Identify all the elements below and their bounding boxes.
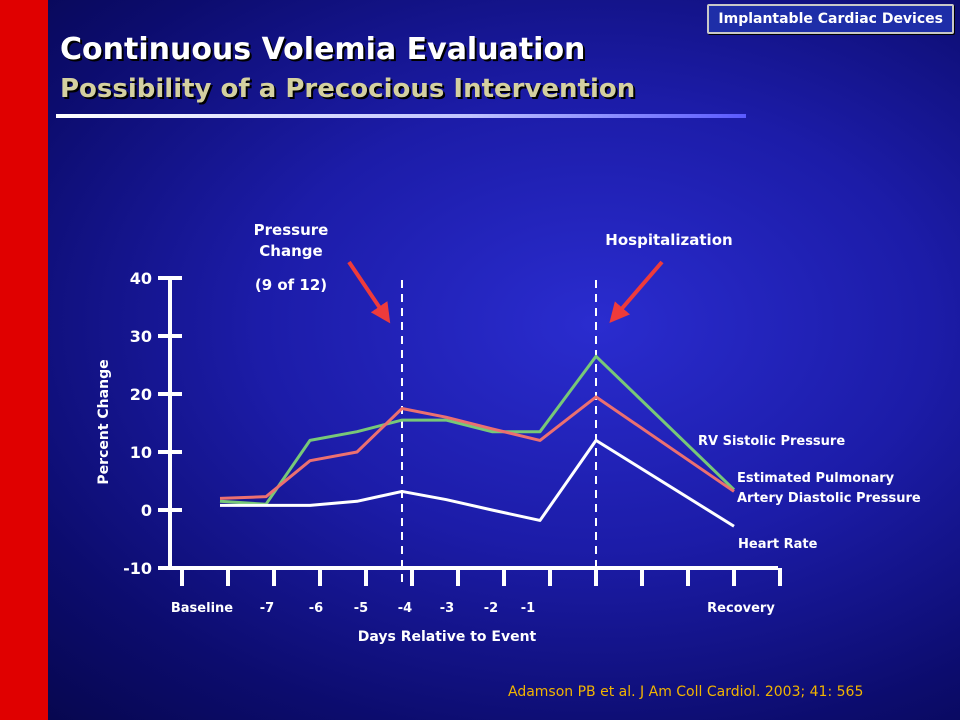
y-tick-label: 0: [141, 501, 152, 520]
y-tick-label: 10: [130, 443, 152, 462]
series-line-2: [220, 438, 735, 528]
x-tick-label: -1: [521, 601, 535, 616]
y-tick-label: -10: [123, 559, 152, 578]
legend-pad-line1: Estimated Pulmonary: [737, 471, 895, 486]
title-underline: [56, 114, 746, 118]
x-tick-label: -5: [354, 601, 368, 616]
legend-rv-systolic: RV Sistolic Pressure: [698, 434, 845, 449]
slide-subtitle: Possibility of a Precocious Intervention: [60, 74, 636, 104]
y-axis: 40 30 20 10 0 -10: [123, 269, 182, 578]
left-accent-bar: [0, 0, 48, 720]
pressure-arrow: [347, 260, 391, 324]
legend-pad-line2: Artery Diastolic Pressure: [737, 491, 921, 506]
annotation-pressure-count: (9 of 12): [255, 276, 327, 294]
annotation-pressure-line2: Change: [259, 242, 322, 260]
x-tick-label: Recovery: [707, 601, 775, 616]
x-tick-label: -2: [484, 601, 498, 616]
data-series: [219, 354, 736, 528]
legend-heart-rate: Heart Rate: [738, 537, 818, 552]
slide-title: Continuous Volemia Evaluation: [60, 32, 586, 67]
x-axis: Baseline -7 -6 -5 -4 -3 -2 -1 Recovery: [170, 566, 782, 616]
x-tick-label: -4: [398, 601, 412, 616]
x-tick-label: Baseline: [171, 601, 233, 616]
citation: Adamson PB et al. J Am Coll Cardiol. 200…: [508, 684, 864, 700]
x-axis-label: Days Relative to Event: [358, 629, 537, 645]
annotation-hospitalization: Hospitalization: [605, 231, 732, 249]
x-tick-label: -7: [260, 601, 274, 616]
section-badge: Implantable Cardiac Devices: [707, 4, 954, 34]
hospitalization-arrow: [609, 260, 664, 324]
y-tick-label: 30: [130, 327, 152, 346]
series-line-1: [219, 395, 735, 500]
y-axis-label: Percent Change: [96, 359, 112, 484]
x-tick-label: -6: [309, 601, 323, 616]
x-tick-label: -3: [440, 601, 454, 616]
event-markers: [401, 280, 597, 586]
series-line-0: [219, 354, 736, 506]
y-tick-label: 20: [130, 385, 152, 404]
y-tick-label: 40: [130, 269, 152, 288]
annotation-pressure-line1: Pressure: [254, 221, 329, 239]
